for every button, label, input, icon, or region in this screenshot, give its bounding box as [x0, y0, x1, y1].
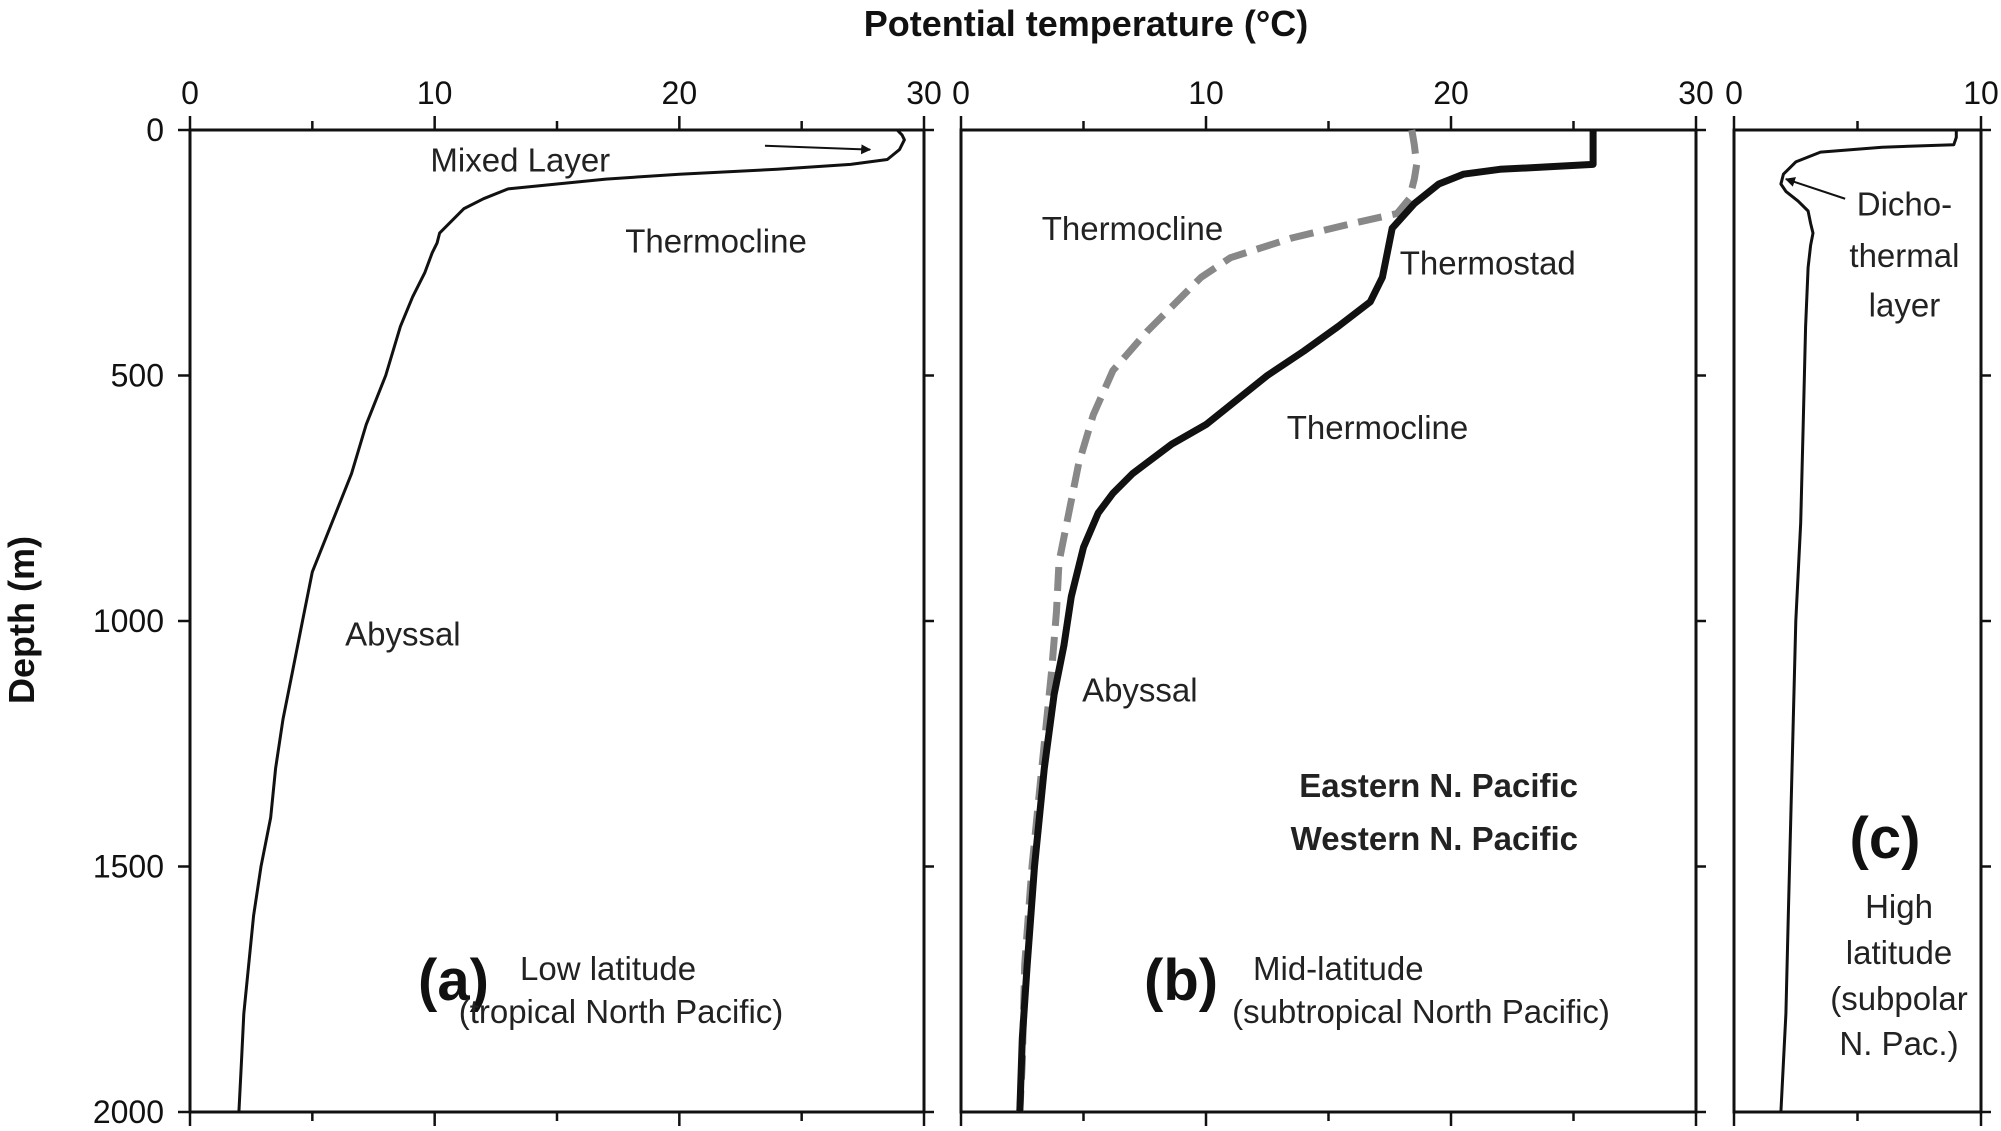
y-tick-label: 500: [111, 358, 164, 394]
panel-label: (b): [1144, 948, 1218, 1013]
annotation: layer: [1869, 286, 1941, 323]
panel-label: (c): [1850, 806, 1921, 871]
y-tick-label: 1500: [93, 849, 164, 885]
annotation: Abyssal: [345, 615, 461, 652]
x-tick-label: 20: [1433, 75, 1469, 111]
x-tick-label: 10: [1963, 75, 1999, 111]
y-axis-title: Depth (m): [1, 536, 42, 704]
panel-caption: latitude: [1846, 934, 1952, 971]
series-line-western-n-pacific: [1016, 130, 1597, 1113]
x-tick-label: 10: [1188, 75, 1224, 111]
panel-label: (a): [418, 948, 489, 1013]
x-tick-label: 0: [1725, 75, 1743, 111]
y-tick-label: 0: [146, 112, 164, 148]
panel-caption: (subtropical North Pacific): [1232, 993, 1610, 1030]
annotation: Abyssal: [1082, 672, 1198, 709]
panel-1: 0 10 20 30 0 500 1000 1500 2000 Mixed Layer Thermo…: [93, 75, 942, 1130]
x-tick-label: 30: [906, 75, 942, 111]
y-tick-label: 1000: [93, 603, 164, 639]
panel-caption: N. Pac.): [1839, 1025, 1958, 1062]
x-axis-title: Potential temperature (°C): [864, 3, 1308, 44]
panel-caption: (tropical North Pacific): [459, 993, 784, 1030]
y-tick-label: 2000: [93, 1094, 164, 1130]
annotation: Dicho-: [1857, 186, 1952, 223]
annotation: Thermocline: [625, 222, 807, 259]
x-tick-label: 30: [1678, 75, 1714, 111]
panel-3: 0 10 Dicho-thermal layer (c) High latitude (sub…: [1725, 75, 1999, 1126]
annotation: thermal: [1849, 237, 1959, 274]
panel-caption: High: [1865, 888, 1933, 925]
legend-entry: Eastern N. Pacific: [1299, 767, 1578, 804]
dichothermal-arrow: [1784, 177, 1846, 200]
annotation: Mixed Layer: [430, 141, 610, 178]
annotation: Thermostad: [1400, 245, 1576, 282]
x-tick-label: 0: [181, 75, 199, 111]
series-line: [1779, 130, 1958, 1113]
panel-caption: Low latitude: [520, 950, 696, 987]
x-tick-label: 0: [952, 75, 970, 111]
mixed-layer-arrow: [764, 144, 872, 155]
legend-entry: Western N. Pacific: [1291, 820, 1578, 857]
annotation: Thermocline: [1042, 210, 1224, 247]
panel-caption: (subpolar: [1830, 980, 1968, 1017]
annotation: Thermocline: [1287, 409, 1469, 446]
panel-2: 0 10 20 30 Thermocline Thermostad Thermocline A…: [952, 75, 1714, 1126]
series-line: [237, 128, 906, 1113]
x-tick-label: 20: [662, 75, 698, 111]
panel-caption: Mid-latitude: [1253, 950, 1424, 987]
x-tick-label: 10: [417, 75, 453, 111]
